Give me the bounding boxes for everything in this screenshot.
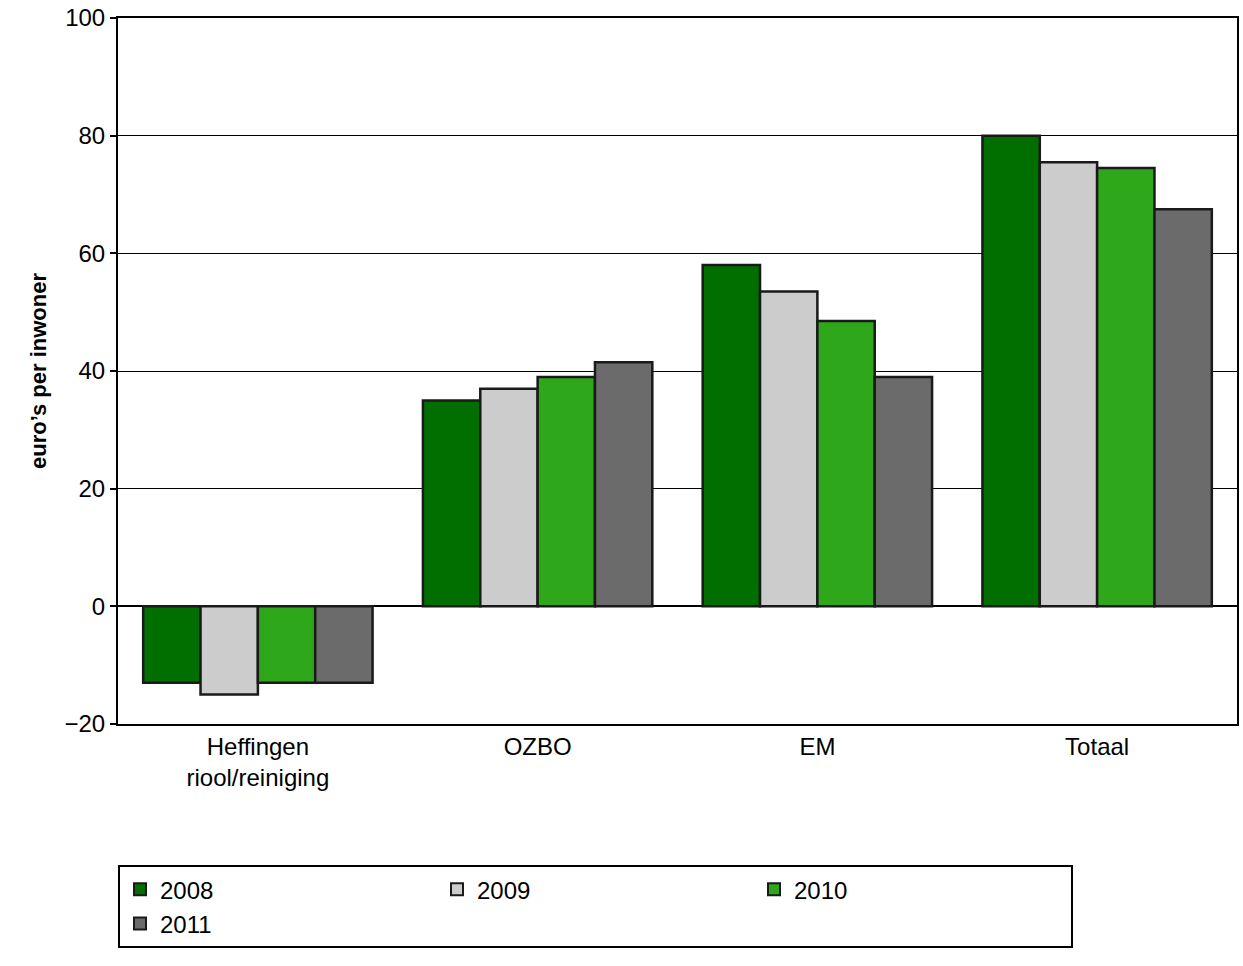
svg-text:0: 0: [92, 593, 105, 620]
svg-text:Heffingenriool/reiniging: Heffingenriool/reiniging: [187, 733, 330, 791]
svg-text:2011: 2011: [160, 911, 212, 938]
svg-text:60: 60: [78, 240, 105, 267]
svg-text:euro’s per inwoner: euro’s per inwoner: [26, 273, 51, 469]
svg-text:80: 80: [78, 122, 105, 149]
svg-text:2009: 2009: [477, 877, 530, 904]
svg-text:100: 100: [65, 4, 105, 31]
svg-text:2010: 2010: [794, 877, 847, 904]
svg-text:EM: EM: [799, 733, 835, 760]
svg-text:2008: 2008: [160, 877, 213, 904]
svg-text:40: 40: [78, 357, 105, 384]
svg-text:20: 20: [78, 475, 105, 502]
svg-text:OZBO: OZBO: [504, 733, 572, 760]
svg-text:−20: −20: [64, 710, 105, 737]
svg-text:Totaal: Totaal: [1065, 733, 1129, 760]
